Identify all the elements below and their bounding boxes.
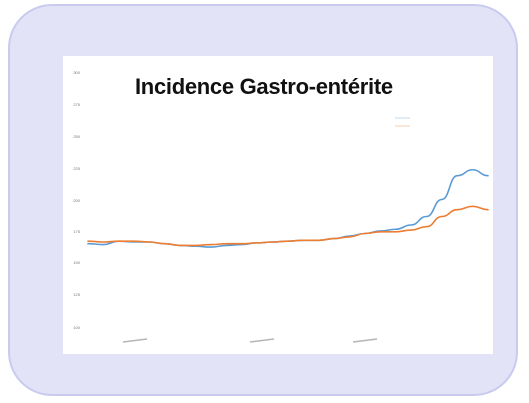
y-tick-label: 100	[73, 325, 80, 330]
y-tick-label: 225	[73, 166, 80, 171]
y-tick-label: 200	[73, 198, 80, 203]
series-line-1	[87, 205, 489, 247]
series-lines	[87, 168, 489, 248]
y-tick-label: 175	[73, 229, 80, 234]
y-tick-label: 250	[73, 134, 80, 139]
y-tick-label: 300	[73, 70, 80, 75]
x-axis-ticks	[122, 338, 378, 343]
y-tick-label: 275	[73, 102, 80, 107]
x-tick-mark	[249, 338, 275, 343]
chart-title: Incidence Gastro-entérite	[135, 74, 393, 99]
x-tick-mark	[352, 338, 378, 343]
plot-area	[63, 56, 493, 354]
y-tick-label: 150	[73, 260, 80, 265]
y-axis-ticks: 300 275 250 225 200 175 150 125 100	[73, 70, 80, 330]
legend	[395, 117, 410, 127]
series-line-0	[87, 168, 489, 248]
y-tick-label: 125	[73, 292, 80, 297]
x-tick-mark	[122, 338, 148, 343]
